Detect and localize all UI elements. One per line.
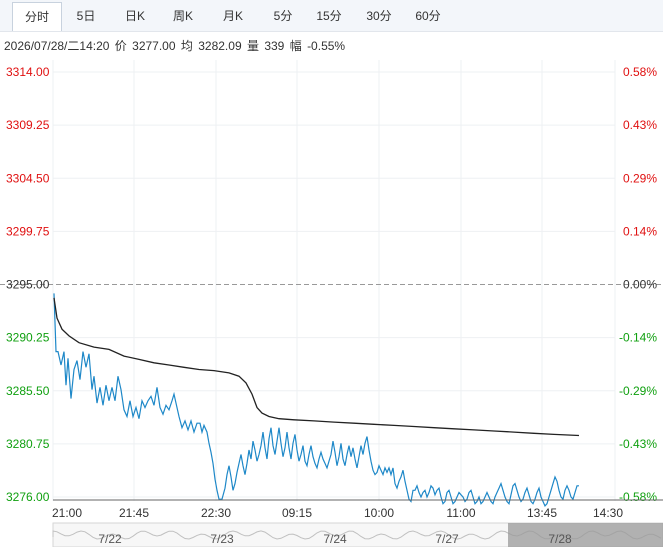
change-value: -0.55%	[307, 39, 346, 53]
pct-tick-label: 0.29%	[623, 171, 657, 185]
volume-label: 量	[246, 39, 259, 53]
pct-tick-label: -0.14%	[619, 331, 657, 345]
tab-6[interactable]: 15分	[316, 9, 342, 23]
y-tick-label: 3276.00	[6, 490, 50, 504]
avg-value: 3282.09	[198, 39, 242, 53]
tab-2[interactable]: 日K	[124, 9, 145, 23]
y-tick-label: 3304.50	[6, 171, 50, 185]
avg-label: 均	[180, 39, 193, 53]
tab-0[interactable]: 分时	[12, 2, 62, 31]
x-tick-label: 21:45	[119, 506, 149, 520]
pct-tick-label: -0.58%	[619, 490, 657, 504]
navigator-date-label: 7/28	[548, 532, 572, 546]
period-tabs: 分时 5日 日K 周K 月K 5分 15分 30分 60分	[0, 0, 663, 32]
quote-datetime: 2026/07/28/二14:20	[4, 39, 110, 53]
x-tick-label: 10:00	[364, 506, 394, 520]
pct-tick-label: 0.58%	[623, 65, 657, 79]
change-label: 幅	[289, 39, 302, 53]
x-tick-label: 21:00	[52, 506, 82, 520]
tab-1[interactable]: 5日	[76, 9, 96, 23]
tab-5[interactable]: 5分	[273, 9, 293, 23]
avg-series-line	[53, 297, 580, 437]
navigator-date-label: 7/23	[210, 532, 234, 546]
y-tick-label: 3314.00	[6, 65, 50, 79]
intraday-chart[interactable]: 3314.00 0.58% 3309.25 0.43% 3304.50 0.29% 3299…	[0, 60, 663, 547]
volume-value: 339	[264, 39, 285, 53]
pct-tick-label: -0.29%	[619, 384, 657, 398]
y-tick-label: 3280.75	[6, 437, 50, 451]
navigator-date-label: 7/24	[323, 532, 347, 546]
y-tick-label: 3285.50	[6, 384, 50, 398]
y-tick-label: 3299.75	[6, 224, 50, 238]
price-series-line	[53, 293, 579, 507]
tab-8[interactable]: 60分	[415, 9, 441, 23]
pct-tick-label: 0.14%	[623, 224, 657, 238]
x-tick-label: 14:30	[593, 506, 623, 520]
navigator-date-label: 7/22	[98, 532, 122, 546]
tab-4[interactable]: 月K	[222, 9, 243, 23]
x-tick-label: 09:15	[282, 506, 312, 520]
navigator-selection[interactable]	[508, 523, 663, 547]
price-value: 3277.00	[132, 39, 176, 53]
x-tick-label: 11:00	[446, 506, 475, 520]
y-tick-label: 3290.25	[6, 331, 50, 345]
navigator-date-label: 7/27	[435, 532, 459, 546]
quote-info-bar: 2026/07/28/二14:20 价 3277.00 均 3282.09 量 …	[4, 37, 347, 54]
x-tick-label: 13:45	[527, 506, 557, 520]
tab-3[interactable]: 周K	[172, 9, 193, 23]
x-tick-label: 22:30	[201, 506, 231, 520]
pct-tick-label: -0.43%	[619, 437, 657, 451]
y-tick-label: 3295.00	[6, 278, 50, 292]
tab-7[interactable]: 30分	[366, 9, 392, 23]
price-label: 价	[114, 39, 127, 53]
pct-tick-label: 0.00%	[623, 278, 657, 292]
pct-tick-label: 0.43%	[623, 118, 657, 132]
y-tick-label: 3309.25	[6, 118, 50, 132]
